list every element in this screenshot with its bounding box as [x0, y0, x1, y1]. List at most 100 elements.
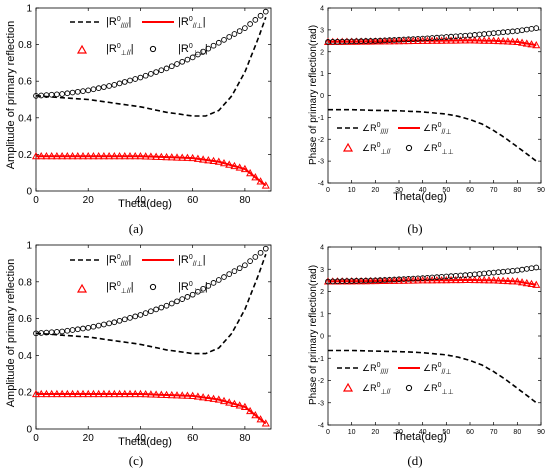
series-b-3-marker	[380, 37, 389, 45]
series-a-3-marker	[219, 158, 229, 167]
legend-a-label-1: |R0////|	[106, 16, 131, 30]
legend-a-label-2: |R0//⊥|	[178, 16, 206, 30]
series-a-3-marker	[235, 163, 244, 171]
series-a-4-marker	[121, 79, 128, 85]
panel-b-phase: Phase of primary reflection(rad) Theta(d…	[308, 6, 545, 237]
series-d-1-line	[328, 349, 537, 404]
legend-b-triangle-swatch	[342, 142, 354, 152]
y-tick-label-a: 0.8	[18, 40, 32, 51]
series-d-4-marker	[514, 267, 521, 274]
series-b-3-marker	[465, 36, 475, 44]
series-d-3-marker	[508, 277, 517, 285]
series-c-3-marker	[94, 389, 103, 398]
series-a-4-marker	[236, 28, 243, 34]
legend-c-label-4: |R0⊥⊥|	[178, 281, 208, 295]
series-b-4-marker	[514, 28, 521, 34]
series-a-2-line	[36, 155, 267, 187]
x-tick-label-b: 80	[513, 187, 521, 194]
series-c-4-marker	[168, 300, 175, 307]
series-a-4-marker	[106, 83, 112, 89]
series-c-3-marker	[136, 389, 145, 398]
series-a-3-marker	[110, 152, 119, 160]
series-d-3-marker	[499, 276, 508, 284]
series-b-3-marker	[527, 40, 536, 48]
x-tick-label-a: 20	[83, 195, 95, 206]
x-tick-label-b: 0	[326, 187, 330, 194]
series-c-3-marker	[251, 410, 260, 419]
series-a-4-marker	[48, 91, 55, 98]
series-a-4-marker	[111, 82, 118, 88]
x-tick-label-b: 50	[442, 187, 450, 194]
series-a-4-marker	[215, 39, 222, 46]
series-a-4-marker	[158, 67, 165, 74]
series-c-4-marker	[252, 254, 259, 260]
series-a-4-marker	[54, 91, 60, 98]
series-b-3-marker	[503, 37, 512, 45]
y-tick-label-c: 0.4	[18, 351, 32, 362]
series-c-4-marker	[163, 302, 170, 309]
series-c-3-marker	[230, 399, 239, 408]
legend-b-label-3: ∠R0⊥//	[362, 142, 391, 156]
x-tick-label-d: 40	[419, 429, 427, 436]
series-c-4-marker	[116, 317, 123, 324]
series-c-3-marker	[183, 391, 192, 399]
plot-area-d: 0 10 20 30 40 50 60 70 80 90 -4 -3 -2 -1 0 1 2 3 4	[318, 245, 545, 437]
series-d-3-marker	[347, 277, 356, 285]
series-b-3-marker	[475, 36, 484, 44]
x-tick-label-d: 50	[442, 429, 450, 436]
y-tick-label-d: -4	[318, 423, 324, 430]
plot-area-c: 0 20 40 60 80 0 0.2 0.4 0.6 0.8 1	[18, 241, 272, 444]
series-c-4-marker	[189, 291, 196, 298]
series-a-4-marker	[210, 42, 217, 49]
series-a-3-marker	[178, 153, 187, 161]
series-b-3-marker	[461, 36, 470, 44]
legend-c-label-2: |R0//⊥|	[178, 254, 206, 268]
y-tick-label-a: 0.6	[18, 77, 32, 88]
series-a-4-marker	[231, 31, 238, 37]
series-d-3-marker	[513, 277, 522, 285]
series-b-4-marker	[481, 31, 488, 37]
y-tick-label-b: 0	[320, 93, 324, 100]
y-tick-label-b: -4	[318, 181, 324, 188]
series-a-4-marker	[247, 21, 253, 27]
series-a-3-marker	[167, 153, 176, 161]
series-c-4-marker	[184, 294, 191, 300]
legend-d-label-1: ∠R0////	[362, 362, 388, 376]
series-c-3-marker	[125, 389, 135, 398]
series-a-4-marker	[200, 48, 206, 55]
series-d-3-marker	[527, 279, 536, 288]
series-c-3-marker	[214, 395, 223, 403]
series-c-4-marker	[64, 327, 71, 334]
series-b-3-marker	[376, 37, 385, 45]
series-d-3-marker	[361, 276, 370, 285]
series-a-3-marker	[199, 155, 208, 163]
series-d-4-marker	[519, 266, 525, 273]
series-a-4-marker	[127, 77, 133, 84]
legend-b-label-4: ∠R0⊥⊥	[423, 142, 454, 156]
y-tick-label-c: 0	[26, 425, 32, 436]
series-d-3-marker	[357, 276, 366, 285]
series-c-3-marker	[131, 389, 140, 398]
series-a-3-marker	[240, 164, 249, 173]
series-d-4-marker	[490, 269, 497, 276]
series-c-4-marker	[80, 325, 86, 332]
series-a-4-marker	[142, 72, 149, 79]
series-b-3-marker	[399, 36, 408, 45]
subcaption-a: (a)	[129, 221, 143, 236]
y-tick-label-d: 2	[320, 289, 324, 296]
series-c-4-marker	[121, 316, 128, 323]
y-tick-label-a: 1	[26, 4, 32, 15]
y-tick-label-c: 0.6	[18, 314, 32, 325]
series-a-4-marker	[116, 80, 123, 87]
series-a-3-marker	[37, 152, 46, 160]
legend-c: |R0////| |R0//⊥| |R0⊥//| |R0⊥⊥|	[70, 254, 208, 295]
xlabel-a: Theta(deg)	[118, 198, 172, 210]
series-c-3-marker	[256, 415, 265, 423]
series-c-3-marker	[209, 394, 218, 402]
panel-c-amplitude: Amplitude of primary reflection Theta(de…	[5, 241, 272, 468]
series-d-3-marker	[366, 276, 375, 285]
series-a-4-marker	[184, 56, 191, 63]
series-c-4-marker	[69, 327, 76, 333]
series-a-3-marker	[84, 152, 93, 160]
